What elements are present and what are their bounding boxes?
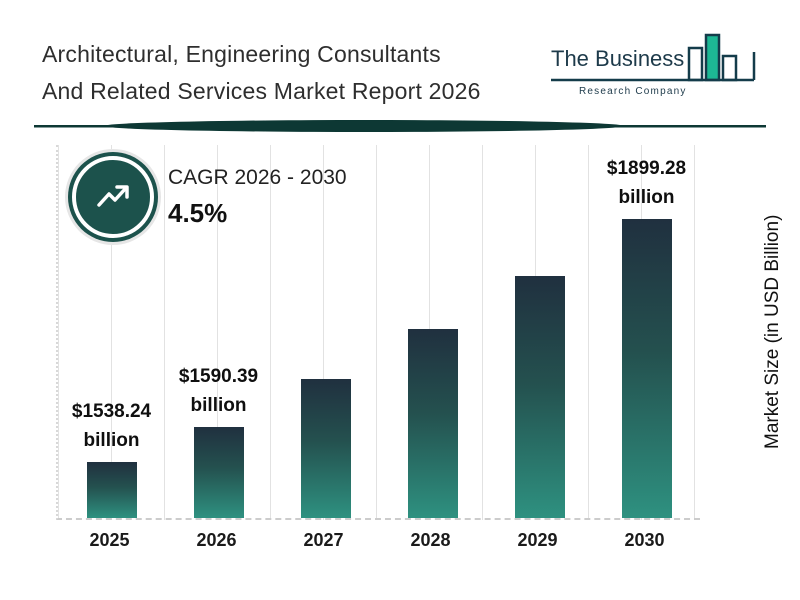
bar-slot-2028 [379,145,486,518]
bar-value-label-2030: $1899.28 billion [606,158,687,209]
x-axis-label-2030: 2030 [624,530,665,550]
x-axis-label-2025: 2025 [89,530,130,550]
bars-container: $1538.24 billion $1590.39 billion $1899.28 bi… [58,145,700,518]
bar-slot-2025: $1538.24 billion [58,145,165,518]
chart-area: $1538.24 billion $1590.39 billion $1899.28 bi… [56,145,700,520]
cagr-value: 4.5% [168,198,228,228]
bar-slot-2026: $1590.39 billion [165,145,272,518]
x-axis: 2025 2026 2027 2028 2029 2030 [56,530,698,551]
bar-2026 [193,427,244,518]
bar-2027 [300,378,351,518]
bar-slot-2030: $1899.28 billion [593,145,700,518]
divider [34,120,766,132]
x-axis-label-2027: 2027 [303,530,344,550]
x-axis-label-2026: 2026 [196,530,237,550]
page-title: Architectural, Engineering Consultants A… [42,36,481,110]
bar-value-label-2026: $1590.39 billion [178,366,259,416]
logo-text-line2: Research Company [579,86,687,97]
y-axis-label: Market Size (in USD Billion) [762,214,783,449]
logo-text-line1: The Business [551,46,684,71]
bar-2029 [514,275,565,518]
bar-slot-2027 [272,145,379,518]
cagr-label: CAGR 2026 - 2030 [168,166,347,189]
x-axis-label-2029: 2029 [517,530,558,550]
cagr-badge [72,156,154,238]
bar-value-label-2025: $1538.24 billion [71,401,152,452]
bar-2030 [621,219,672,518]
trending-up-icon [97,185,129,207]
title-line-1: Architectural, Engineering Consultants [42,41,441,67]
bar-slot-2029 [486,145,593,518]
x-axis-label-2028: 2028 [410,530,451,550]
bar-2025 [86,462,137,518]
logo-bars-icon [551,33,756,82]
title-line-2: And Related Services Market Report 2026 [42,78,481,104]
bar-2028 [407,328,458,518]
cagr-text-block: CAGR 2026 - 2030 4.5% [168,166,347,229]
company-logo: The Business Research Company [551,33,756,97]
